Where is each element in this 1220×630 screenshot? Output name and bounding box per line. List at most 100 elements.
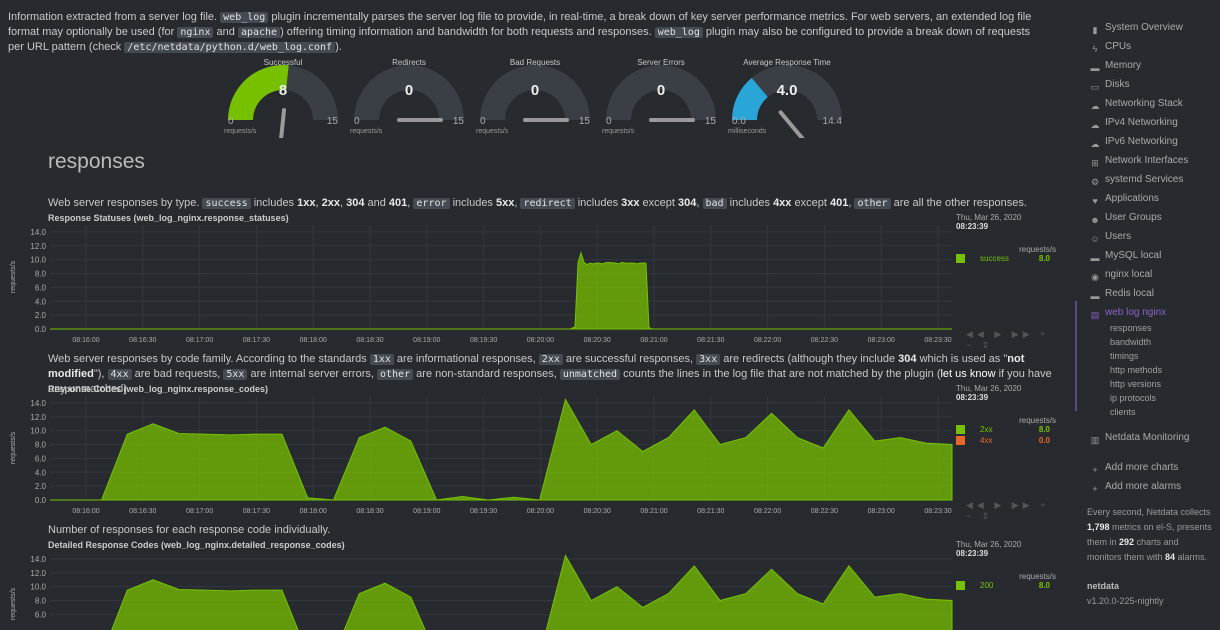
chart-plot[interactable]: 14.0 12.0 10.0 8.0 6.0 requests/s: [0, 540, 955, 630]
sidebar-subitem[interactable]: ip protocols: [1110, 393, 1157, 403]
gauge-title: Redirects: [392, 58, 426, 67]
x-tick-label: 08:19:30: [470, 337, 497, 344]
sidebar-item[interactable]: ▬ Memory: [1090, 56, 1220, 75]
footer-metrics-count: 1,798: [1087, 522, 1110, 532]
sidebar-item[interactable]: ▮ System Overview: [1090, 18, 1220, 37]
desc-bold: 1xx: [297, 197, 316, 209]
sidebar-item[interactable]: ▬ Redis local: [1090, 284, 1220, 303]
sidebar-item[interactable]: ☺ Users: [1090, 227, 1220, 246]
legend-units: requests/s: [1019, 245, 1056, 254]
y-tick-label: 0.0: [35, 496, 47, 505]
legend-dimension-name: success: [956, 254, 1009, 263]
desc-text: except: [791, 197, 830, 209]
sidebar-subitem[interactable]: clients: [1110, 407, 1136, 417]
desc-bold: 304: [678, 197, 697, 209]
sidebar-subitem[interactable]: timings: [1110, 351, 1139, 361]
sidebar-item[interactable]: ⊞ Network Interfaces: [1090, 151, 1220, 170]
gauge-title: Bad Requests: [509, 58, 561, 67]
sidebar-subitem[interactable]: bandwidth: [1110, 337, 1152, 347]
legend-dimension[interactable]: 4xx 0.0: [956, 436, 1056, 447]
sidebar-item[interactable]: ⚙ systemd Services: [1090, 170, 1220, 189]
gauge-unit: requests/s: [602, 128, 635, 135]
gauge-track: [354, 65, 464, 120]
gauge-title: Successful: [263, 58, 303, 67]
y-tick-label: 0.0: [35, 325, 47, 334]
y-tick-label: 12.0: [30, 413, 46, 422]
x-tick-label: 08:21:00: [640, 508, 667, 515]
cloud-icon: ☁: [1090, 100, 1100, 111]
sidebar-item[interactable]: + Add more charts: [1090, 458, 1220, 477]
sidebar-item-label: IPv4 Networking: [1105, 117, 1178, 128]
chart-plot[interactable]: 14.0 12.0 10.0 8.0 6.0 4.0 2.0 0.0 08:16:00 08:16…: [0, 384, 955, 534]
bookmark-icon: ▮: [1092, 24, 1098, 35]
x-tick-label: 08:18:30: [356, 508, 383, 515]
sidebar-subitem[interactable]: http versions: [1110, 379, 1162, 389]
y-tick-label: 6.0: [35, 283, 47, 292]
sidebar-footer: Every second, Netdata collects 1,798 met…: [1087, 505, 1212, 609]
file-icon: ▤: [1090, 309, 1100, 320]
intro-text-part: ).: [335, 41, 342, 53]
gauge-fill: [228, 65, 289, 120]
code-1xx: 1xx: [369, 354, 394, 365]
sidebar-item[interactable]: ◉ nginx local: [1090, 265, 1220, 284]
sidebar-item-label: IPv6 Networking: [1105, 136, 1178, 147]
x-tick-label: 08:20:00: [527, 337, 554, 344]
sidebar-item[interactable]: ▥ Netdata Monitoring: [1090, 428, 1220, 447]
chart-plot[interactable]: 14.0 12.0 10.0 8.0 6.0 4.0 2.0 0.0 08:16:00 08:16…: [0, 213, 955, 363]
sidebar-subitem[interactable]: http methods: [1110, 365, 1163, 375]
y-axis-label: requests/s: [10, 587, 17, 620]
let-us-know-link[interactable]: let us know: [940, 368, 996, 380]
y-tick-label: 14.0: [30, 555, 46, 564]
users-icon: ☻: [1090, 214, 1100, 225]
code-3xx: 3xx: [696, 354, 721, 365]
desc-bold: 5xx: [496, 197, 515, 209]
y-tick-label: 4.0: [35, 468, 47, 477]
gauge-unit: requests/s: [350, 128, 383, 135]
x-tick-label: 08:20:30: [584, 508, 611, 515]
sidebar-item[interactable]: ▤ web log nginx: [1090, 303, 1220, 322]
legend-dimension-value: 8.0: [1038, 254, 1050, 263]
sidebar-item[interactable]: + Add more alarms: [1090, 477, 1220, 496]
sidebar-item[interactable]: ▬ MySQL local: [1090, 246, 1220, 265]
sidebar-item[interactable]: ☁ IPv6 Networking: [1090, 132, 1220, 151]
footer-text: charts and monitors them with: [1087, 537, 1179, 562]
sidebar-item[interactable]: ☁ IPv4 Networking: [1090, 113, 1220, 132]
sidebar-subitem[interactable]: responses: [1110, 323, 1152, 333]
gauge-max: 15: [452, 116, 464, 127]
legend-dimension-value: 0.0: [1038, 436, 1050, 445]
desc-text: includes: [726, 197, 774, 209]
legend-dimension-value: 8.0: [1038, 425, 1050, 434]
gauge-min: 0: [228, 116, 234, 127]
legend-dimension[interactable]: 200 8.0: [956, 581, 1056, 592]
hdd-icon: ▭: [1090, 81, 1100, 92]
desc-bold: 304: [346, 197, 365, 209]
x-tick-label: 08:23:30: [924, 337, 951, 344]
sidebar-item[interactable]: ▭ Disks: [1090, 75, 1220, 94]
desc-text: are non-standard responses,: [413, 368, 560, 380]
sidebar-item[interactable]: ϟ CPUs: [1090, 37, 1220, 56]
chart-toolbox[interactable]: ◀◀ ▶ ▶▶ + − ⇕: [966, 329, 1050, 350]
sidebar-nav: ▮ System Overview ϟ CPUs ▬ Memory ▭ Disks ☁ Netwo…: [1090, 18, 1220, 496]
sidebar-item[interactable]: ☻ User Groups: [1090, 208, 1220, 227]
y-tick-label: 14.0: [30, 399, 46, 408]
legend-dimension[interactable]: success 8.0: [956, 254, 1056, 265]
x-tick-label: 08:23:00: [868, 508, 895, 515]
sidebar-item-label: Add more alarms: [1105, 481, 1182, 492]
code-other: other: [854, 198, 891, 209]
gauge-fill: [732, 77, 768, 120]
y-tick-label: 12.0: [30, 242, 46, 251]
y-tick-label: 10.0: [30, 256, 46, 265]
desc-text: includes: [449, 197, 496, 209]
footer-alarms-count: 84: [1165, 552, 1176, 562]
plus-icon: +: [1092, 464, 1098, 475]
gauge-dial: [606, 65, 716, 122]
desc-text: if you have any unmatched).: [48, 368, 1052, 395]
desc-text: ,: [407, 197, 414, 209]
sidebar-item[interactable]: ☁ Networking Stack: [1090, 94, 1220, 113]
legend-dimension[interactable]: 2xx 8.0: [956, 425, 1056, 436]
chart-toolbox[interactable]: ◀◀ ▶ ▶▶ + − ⇕: [966, 500, 1050, 521]
sidebar-item[interactable]: ♥ Applications: [1090, 189, 1220, 208]
gauge-min: 0.0: [732, 116, 746, 127]
code-web-log: web_log: [220, 12, 269, 23]
x-tick-label: 08:23:30: [924, 508, 951, 515]
